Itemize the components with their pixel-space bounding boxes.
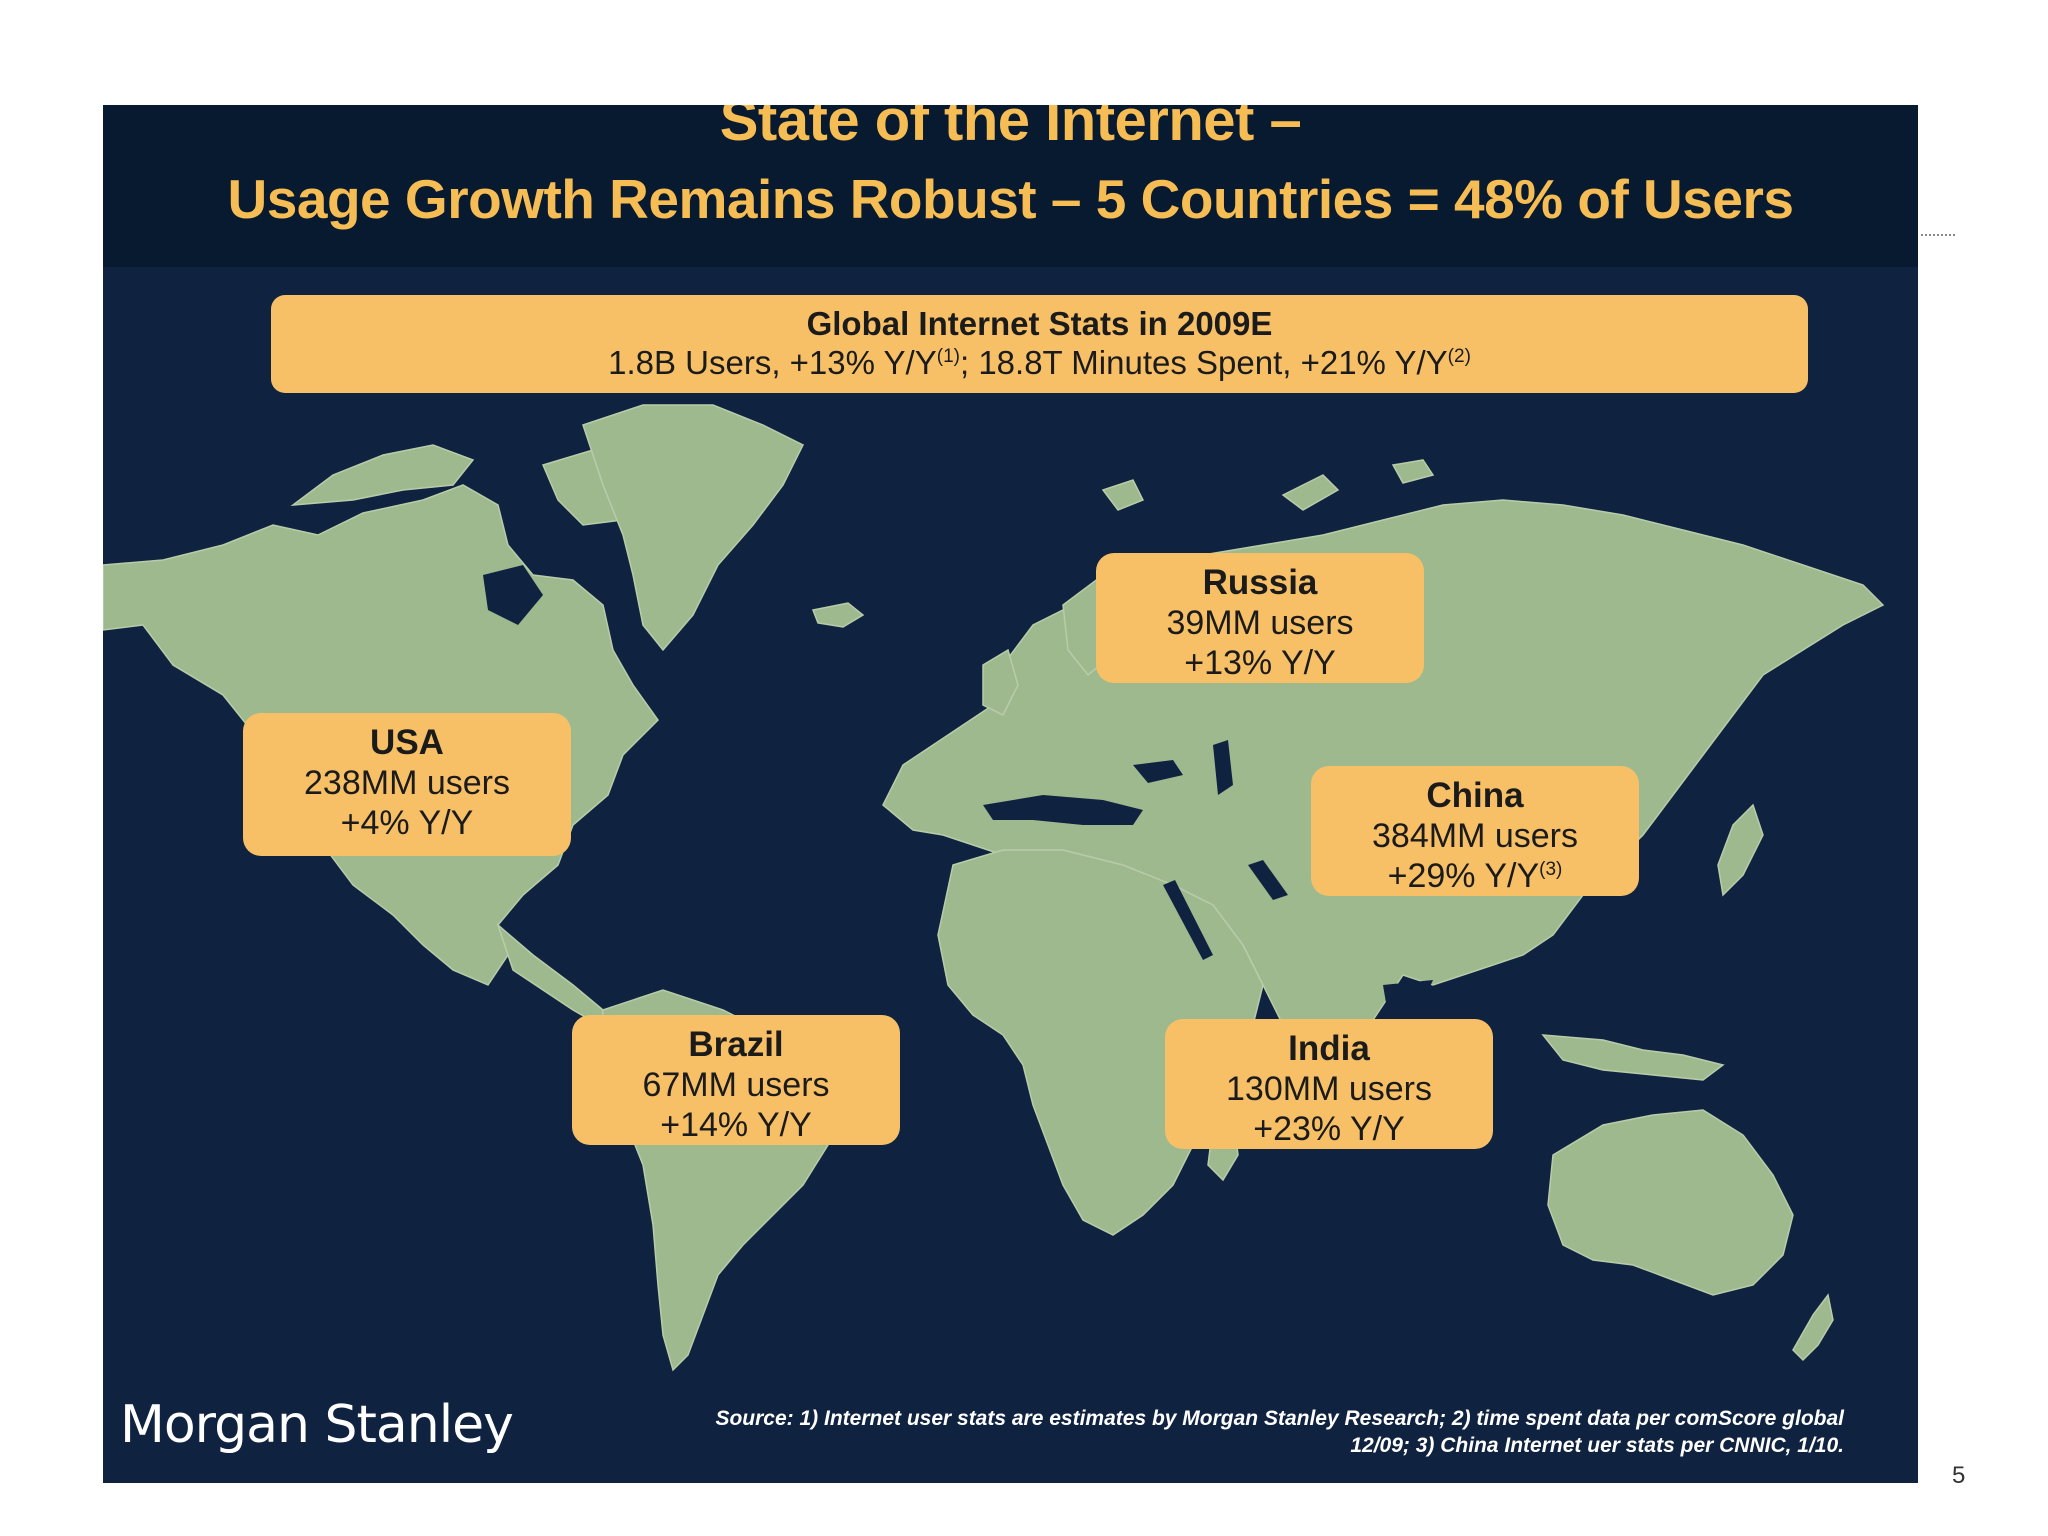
global-stats-line: 1.8B Users, +13% Y/Y(1); 18.8T Minutes S… xyxy=(271,344,1808,382)
title-bar: State of the Internet – Usage Growth Rem… xyxy=(103,105,1918,267)
country-users: 130MM users xyxy=(1226,1070,1432,1108)
new-zealand-landmass xyxy=(1792,1293,1834,1362)
slide-title: State of the Internet – xyxy=(719,105,1302,153)
british-isles-landmass xyxy=(982,648,1019,717)
australia-landmass xyxy=(1547,1109,1794,1296)
bay-of-bengal xyxy=(1383,980,1433,1025)
country-name: Brazil xyxy=(688,1025,784,1064)
country-users: 384MM users xyxy=(1372,817,1578,855)
country-users: 238MM users xyxy=(304,764,510,802)
country-growth: +14% Y/Y xyxy=(660,1106,812,1144)
source-line-1: Source: 1) Internet user stats are estim… xyxy=(715,1407,1844,1430)
japan-landmass xyxy=(1717,803,1764,897)
callout-russia: Russia 39MM users +13% Y/Y xyxy=(1096,553,1424,683)
greenland-landmass xyxy=(582,404,805,652)
callout-india: India 130MM users +23% Y/Y xyxy=(1165,1019,1493,1149)
global-stats-box: Global Internet Stats in 2009E 1.8B User… xyxy=(271,295,1808,393)
mediterranean-sea xyxy=(983,795,1143,825)
red-sea xyxy=(1163,880,1213,960)
country-name: USA xyxy=(370,723,444,762)
country-name: China xyxy=(1426,776,1524,815)
country-growth: +4% Y/Y xyxy=(340,804,474,842)
svalbard-landmass xyxy=(1101,479,1145,511)
footnote-ref-2: (2) xyxy=(1447,346,1471,367)
canada-islands xyxy=(290,444,475,506)
country-growth: +29% Y/Y(3) xyxy=(1387,857,1563,895)
novaya-zemlya-landmass xyxy=(1281,474,1340,511)
country-growth: +23% Y/Y xyxy=(1253,1110,1405,1148)
callout-usa: USA 238MM users +4% Y/Y xyxy=(243,713,571,856)
country-name: Russia xyxy=(1202,563,1318,602)
slide: State of the Internet – Usage Growth Rem… xyxy=(103,105,1918,1483)
black-sea xyxy=(1133,760,1183,783)
global-stats-heading: Global Internet Stats in 2009E xyxy=(806,305,1273,342)
global-users-stat: 1.8B Users, +13% Y/Y xyxy=(608,344,937,381)
dotted-divider xyxy=(1921,234,1955,236)
country-users: 39MM users xyxy=(1166,604,1354,642)
source-note: Source: 1) Internet user stats are estim… xyxy=(584,1405,1844,1459)
callout-brazil: Brazil 67MM users +14% Y/Y xyxy=(572,1015,900,1145)
stats-separator: ; xyxy=(959,344,979,381)
footnote-ref-1: (1) xyxy=(936,346,960,367)
persian-gulf xyxy=(1248,860,1288,900)
country-growth: +13% Y/Y xyxy=(1184,644,1336,682)
global-minutes-stat: 18.8T Minutes Spent, +21% Y/Y xyxy=(978,344,1448,381)
severnaya-landmass xyxy=(1391,459,1435,484)
caspian-sea xyxy=(1213,740,1233,795)
country-name: India xyxy=(1288,1029,1370,1068)
page-number: 5 xyxy=(1952,1462,1966,1489)
hudson-bay xyxy=(483,565,543,625)
iceland-landmass xyxy=(811,602,865,628)
callout-china: China 384MM users +29% Y/Y(3) xyxy=(1311,766,1639,896)
morgan-stanley-logo: Morgan Stanley xyxy=(120,1395,514,1455)
slide-subtitle: Usage Growth Remains Robust – 5 Countrie… xyxy=(227,168,1794,230)
source-line-2: 12/09; 3) China Internet uer stats per C… xyxy=(1350,1434,1844,1457)
indonesia-landmass xyxy=(1541,1034,1725,1081)
country-users: 67MM users xyxy=(642,1066,830,1104)
